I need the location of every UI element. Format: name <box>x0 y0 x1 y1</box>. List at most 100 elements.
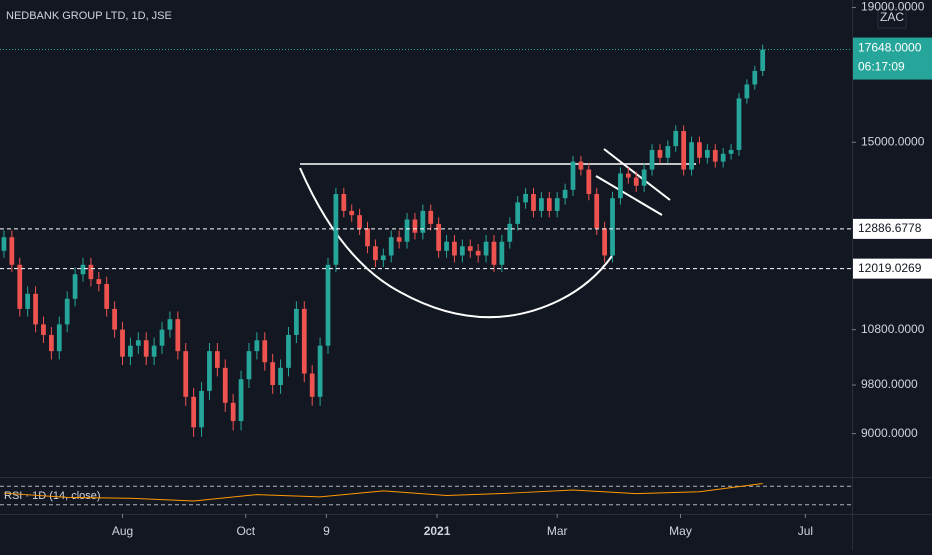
candle-body <box>17 264 23 309</box>
y-tick-label: 9000.0000 <box>861 426 918 440</box>
candle-body <box>444 241 449 251</box>
candle-body <box>641 169 647 186</box>
candle-body <box>286 334 291 368</box>
candle-body <box>728 149 734 154</box>
candle-body <box>380 255 386 261</box>
candle-body <box>618 173 623 199</box>
candle-body <box>56 324 62 352</box>
candle-body <box>64 298 70 325</box>
level-label-box <box>853 258 932 279</box>
candle-body <box>467 246 473 251</box>
candle-body <box>120 329 125 357</box>
candle-body <box>341 193 347 211</box>
candle-body <box>704 149 710 158</box>
candle-body <box>475 250 481 256</box>
candle-body <box>270 362 276 386</box>
candle-body <box>72 274 78 299</box>
candle-body <box>151 345 157 357</box>
candle-body <box>199 390 204 428</box>
level-label: 12019.0269 <box>858 261 922 275</box>
candle-body <box>657 149 663 158</box>
candle-body <box>523 193 528 203</box>
candle-body <box>562 189 568 199</box>
candle-body <box>88 264 94 280</box>
candle-body <box>317 345 323 397</box>
candle-body <box>214 351 220 368</box>
candle-body <box>507 223 513 242</box>
candle-body <box>167 319 173 330</box>
candle-body <box>96 279 102 284</box>
candle-body <box>610 198 615 256</box>
candle-body <box>41 324 46 335</box>
candle-body <box>207 351 212 391</box>
drawings <box>299 148 696 319</box>
candle-body <box>720 153 726 162</box>
y-tick-label: 10800.0000 <box>861 322 925 336</box>
candle-body <box>1 237 7 251</box>
candle-body <box>222 367 228 403</box>
x-tick-label: Oct <box>236 524 255 538</box>
candle-body <box>586 169 592 194</box>
candle-body <box>499 241 505 265</box>
candle-body <box>278 367 283 386</box>
candle-body <box>333 193 339 265</box>
candle-body <box>373 246 378 261</box>
candle-body <box>25 293 31 309</box>
last-price-box <box>853 37 932 80</box>
y-tick-label: 19000.0000 <box>861 0 925 14</box>
candle-body <box>9 237 15 265</box>
candle-body <box>175 319 181 352</box>
candle-body <box>673 130 679 147</box>
candle-body <box>183 351 189 397</box>
candle-body <box>301 308 307 374</box>
candle-body <box>396 237 402 242</box>
candle-body <box>349 210 355 216</box>
candle-body <box>436 223 442 251</box>
candle-body <box>752 70 758 85</box>
candle-body <box>309 373 315 397</box>
candle-body <box>80 264 86 275</box>
candle-body <box>128 345 133 357</box>
x-tick-label: Mar <box>547 524 568 538</box>
candle-body <box>459 246 465 256</box>
chart-title: NEDBANK GROUP LTD, 1D, JSE <box>6 10 172 22</box>
candle-body <box>665 146 671 158</box>
candle-body <box>546 198 552 211</box>
candle-body <box>135 340 141 346</box>
x-tick-label: 2021 <box>424 524 451 538</box>
candle-body <box>625 173 631 178</box>
candle-body <box>388 237 394 256</box>
candle-body <box>325 264 331 346</box>
handle-line <box>595 175 663 216</box>
y-tick-label: 9800.0000 <box>861 377 918 391</box>
x-tick-label: May <box>669 524 692 538</box>
candle-body <box>49 334 54 352</box>
candle-body <box>744 84 750 99</box>
candle-body <box>365 228 370 247</box>
candle-body <box>594 193 600 229</box>
x-tick-label: Jul <box>798 524 813 538</box>
cup-curve <box>299 167 613 319</box>
x-tick-label: Aug <box>112 524 133 538</box>
candle-body <box>570 161 576 190</box>
currency: ZAC <box>880 10 904 24</box>
candle-body <box>262 340 268 363</box>
candle-body <box>602 228 607 256</box>
candle-body <box>191 396 197 428</box>
candle-body <box>531 193 536 211</box>
handle-line <box>603 148 671 201</box>
candle-body <box>539 198 544 211</box>
candle-body <box>554 198 560 211</box>
candle-body <box>428 210 434 224</box>
candle-body <box>578 161 584 170</box>
candle-body <box>238 379 244 422</box>
candle-body <box>404 219 410 242</box>
candle-body <box>357 215 362 229</box>
candle-body <box>254 340 260 352</box>
countdown: 06:17:09 <box>858 60 905 74</box>
level-label-box <box>853 218 932 239</box>
candle-body <box>712 149 718 162</box>
